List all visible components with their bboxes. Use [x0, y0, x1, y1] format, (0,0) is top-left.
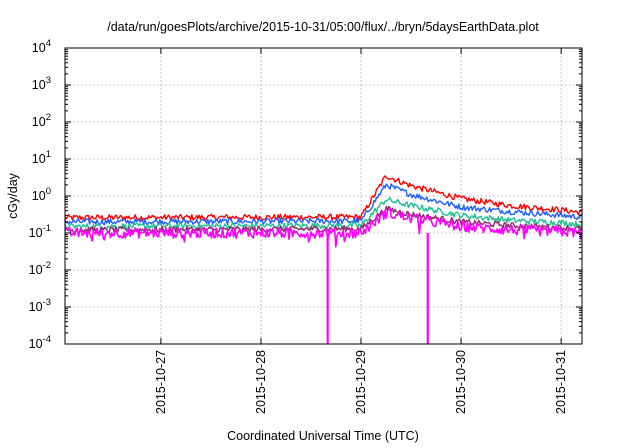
y-tick-base: 10	[32, 115, 46, 129]
y-tick-base: 10	[32, 152, 46, 166]
series-line-3	[64, 197, 583, 230]
y-tick-exponent: 4	[46, 38, 51, 49]
y-tick-exponent: 3	[46, 75, 51, 86]
tick-marks	[65, 47, 582, 345]
y-tick-label: 103	[32, 75, 51, 92]
x-tick-label: 2015-10-27	[154, 350, 168, 414]
y-tick-base: 10	[32, 189, 46, 203]
y-tick-exponent: -3	[43, 297, 51, 308]
y-tick-exponent: 2	[46, 112, 51, 123]
y-axis-label: cGy/day	[6, 172, 20, 219]
y-tick-exponent: -1	[43, 223, 51, 234]
y-tick-exponent: 1	[46, 149, 51, 160]
y-tick-exponent: -2	[43, 260, 51, 271]
y-tick-base: 10	[29, 337, 43, 351]
plot-background	[65, 48, 582, 344]
x-axis-label: Coordinated Universal Time (UTC)	[227, 429, 419, 443]
y-tick-label: 10-3	[29, 297, 51, 314]
x-tick-label: 2015-10-31	[554, 350, 568, 414]
x-tick-label: 2015-10-28	[254, 350, 268, 414]
y-tick-base: 10	[29, 300, 43, 314]
grid	[65, 47, 582, 345]
y-tick-label: 10-2	[29, 260, 51, 277]
chart-title: /data/run/goesPlots/archive/2015-10-31/0…	[107, 20, 539, 34]
series-line-2	[64, 183, 583, 226]
y-tick-label: 10-1	[29, 223, 51, 240]
y-tick-exponent: 0	[46, 186, 51, 197]
series-line-1	[64, 175, 583, 222]
series-line-5	[64, 208, 583, 248]
x-tick-label: 2015-10-29	[354, 350, 368, 414]
x-tick-labels: 2015-10-27 2015-10-28 2015-10-29 2015-10-30…	[154, 350, 568, 414]
x-tick-label: 2015-10-30	[454, 350, 468, 414]
series-layer	[64, 175, 583, 344]
y-tick-label: 10-4	[29, 334, 51, 351]
y-tick-label: 104	[32, 38, 51, 55]
y-tick-base: 10	[32, 78, 46, 92]
y-tick-label: 102	[32, 112, 51, 129]
y-tick-base: 10	[29, 263, 43, 277]
y-tick-base: 10	[29, 226, 43, 240]
y-tick-exponent: -4	[43, 334, 51, 345]
y-tick-label: 100	[32, 186, 51, 203]
y-tick-label: 101	[32, 149, 51, 166]
y-tick-base: 10	[32, 41, 46, 55]
